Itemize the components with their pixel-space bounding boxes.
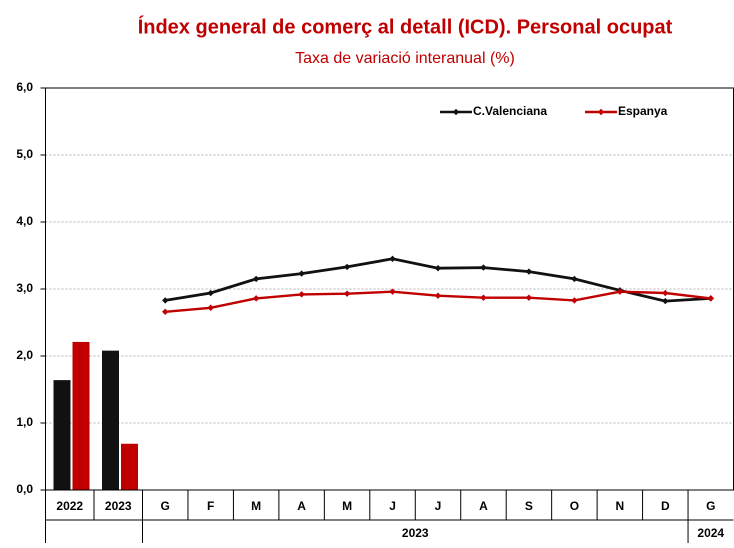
y-tick-label: 4,0 bbox=[16, 214, 33, 228]
x-tick-label: J bbox=[435, 499, 442, 513]
marker bbox=[571, 275, 578, 283]
chart-subtitle: Taxa de variació interanual (%) bbox=[295, 50, 515, 67]
bar bbox=[121, 443, 138, 490]
x-tick-label: N bbox=[616, 499, 625, 513]
marker bbox=[162, 297, 169, 304]
marker bbox=[525, 268, 533, 275]
marker bbox=[525, 294, 533, 301]
marker bbox=[389, 288, 396, 295]
x-tick-label: O bbox=[570, 499, 579, 513]
x-tick-label: F bbox=[207, 499, 214, 513]
x-tick-label: A bbox=[479, 499, 488, 513]
x-tick-label: D bbox=[661, 499, 670, 513]
legend-label: Espanya bbox=[618, 104, 668, 118]
marker bbox=[434, 292, 442, 299]
group-label: 2024 bbox=[697, 526, 724, 540]
marker bbox=[480, 294, 487, 301]
chart-title: Índex general de comerç al detall (ICD).… bbox=[138, 15, 673, 38]
legend-marker bbox=[597, 108, 605, 116]
bar bbox=[72, 341, 90, 490]
x-tick-label: S bbox=[525, 499, 533, 513]
x-tick-label: A bbox=[297, 499, 306, 513]
bar bbox=[102, 350, 119, 490]
x-tick-label: J bbox=[389, 499, 396, 513]
marker bbox=[616, 288, 624, 295]
marker bbox=[298, 270, 305, 277]
marker bbox=[434, 265, 442, 272]
marker bbox=[252, 275, 260, 283]
marker bbox=[252, 295, 260, 302]
x-tick-label: 2023 bbox=[105, 499, 132, 513]
marker bbox=[298, 291, 305, 298]
marker bbox=[207, 289, 214, 297]
legend-marker bbox=[452, 108, 460, 116]
marker bbox=[343, 263, 351, 271]
bar bbox=[53, 380, 71, 490]
x-tick-label: M bbox=[251, 499, 261, 513]
y-tick-label: 0,0 bbox=[16, 482, 33, 496]
marker bbox=[707, 295, 714, 302]
group-label: 2023 bbox=[402, 526, 429, 540]
x-tick-label: M bbox=[342, 499, 352, 513]
x-tick-label: G bbox=[161, 499, 170, 513]
y-tick-label: 6,0 bbox=[16, 80, 33, 94]
marker bbox=[389, 255, 396, 263]
x-tick-label: G bbox=[706, 499, 715, 513]
marker bbox=[480, 264, 487, 271]
y-tick-label: 5,0 bbox=[16, 147, 33, 161]
marker bbox=[207, 304, 214, 311]
x-tick-label: 2022 bbox=[56, 499, 83, 513]
marker bbox=[662, 297, 669, 305]
marker bbox=[162, 308, 169, 315]
y-tick-label: 3,0 bbox=[16, 281, 33, 295]
legend-label: C.Valenciana bbox=[473, 104, 547, 118]
marker bbox=[662, 289, 669, 297]
marker bbox=[343, 290, 351, 297]
y-tick-label: 2,0 bbox=[16, 348, 33, 362]
marker bbox=[571, 297, 578, 304]
y-tick-label: 1,0 bbox=[16, 415, 33, 429]
